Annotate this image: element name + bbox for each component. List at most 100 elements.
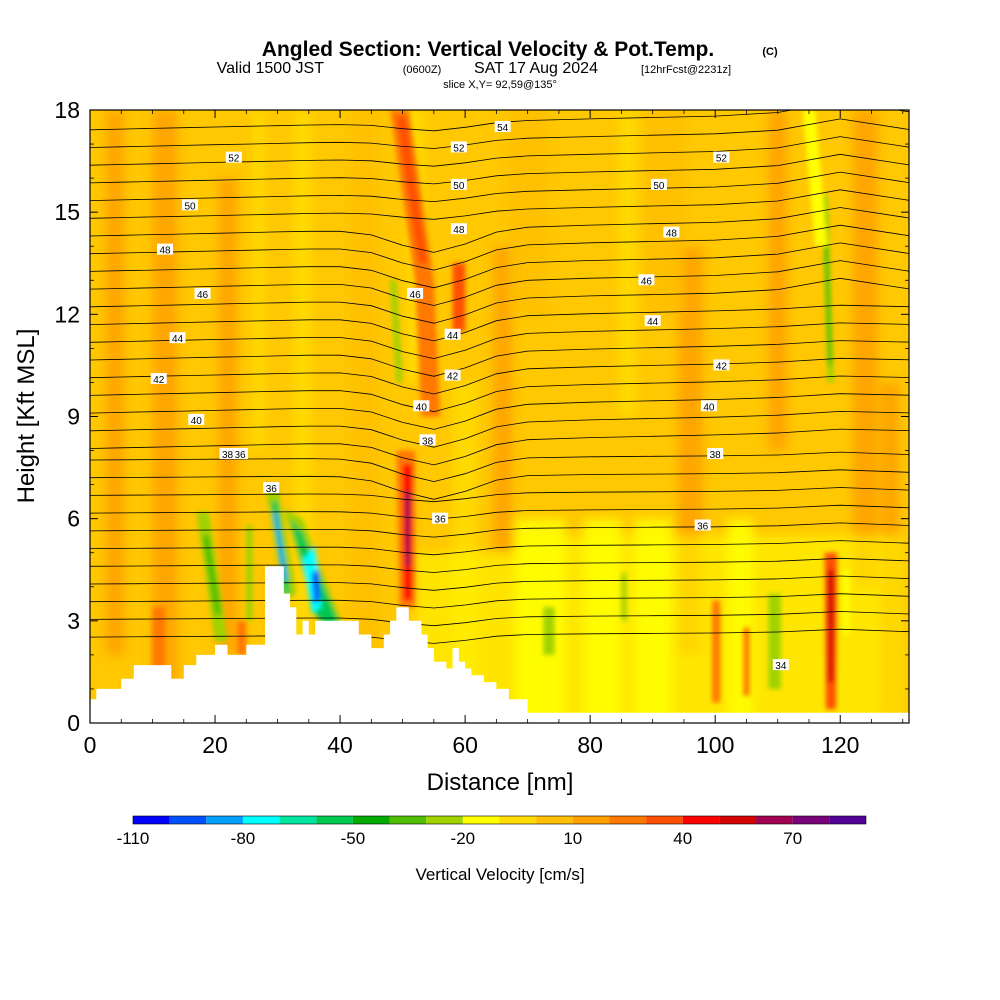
isentrope — [90, 504, 909, 520]
y-tick-label: 12 — [54, 301, 80, 327]
isentrope-label: 36 — [263, 482, 280, 495]
isentrope — [90, 451, 909, 483]
y-tick-label: 18 — [54, 97, 80, 123]
chart-subtitle: Valid 1500 JST (0600Z) SAT 17 Aug 2024 [… — [217, 60, 731, 91]
isentrope-label-text: 36 — [697, 521, 709, 532]
isentrope-label: 42 — [150, 373, 167, 386]
velocity-streak — [508, 110, 547, 315]
isentrope-label: 52 — [225, 151, 242, 165]
isentrope-label-text: 42 — [716, 361, 728, 372]
colorbar-swatch — [279, 816, 317, 824]
isentrope-label-text: 46 — [197, 290, 209, 301]
isentrope-label: 50 — [650, 178, 667, 192]
isentrope — [90, 304, 909, 342]
isentrope — [90, 110, 909, 132]
isentrope-label: 38 — [419, 434, 436, 447]
velocity-streak — [618, 110, 638, 417]
slice-info: slice X,Y= 92,59@135° — [443, 79, 557, 91]
isentrope-label: 44 — [644, 315, 661, 328]
isentrope — [90, 557, 909, 573]
isentrope-label-bg — [444, 369, 461, 381]
downdraft-zone — [246, 525, 253, 621]
isentrope-label-text: 52 — [453, 143, 465, 154]
downdraft-zone — [823, 212, 833, 366]
isentrope-label-text: 42 — [153, 375, 165, 386]
colorbar-swatch — [206, 816, 243, 824]
isentrope-label-text: 40 — [191, 416, 203, 427]
valid-z: (0600Z) — [403, 64, 442, 76]
isentrope-label: 36 — [232, 447, 249, 461]
isentrope-label-text: 34 — [775, 661, 787, 672]
isentrope — [90, 189, 909, 220]
isentrope-label: 36 — [432, 512, 449, 526]
updraft-core — [405, 491, 411, 567]
terrain — [90, 566, 909, 723]
isentrope — [90, 207, 909, 253]
downdraft-zone — [621, 573, 627, 621]
isentrope-label-bg — [494, 121, 511, 133]
title-main: Angled Section: Vertical Velocity & Pot.… — [262, 38, 714, 61]
isentrope-label-text: 36 — [234, 450, 246, 461]
isentrope-label-text: 40 — [416, 402, 428, 413]
isentrope — [90, 340, 909, 377]
isentrope-label: 38 — [707, 447, 724, 461]
isentrope-label-bg — [450, 178, 467, 190]
x-tick-label: 120 — [821, 732, 859, 758]
isentrope-label-text: 48 — [666, 229, 678, 240]
isentrope-label: 44 — [444, 328, 461, 342]
isentrope-label-text: 52 — [228, 154, 240, 165]
isentrope-label: 50 — [182, 199, 199, 212]
colorbar-frame — [132, 815, 867, 825]
valid-fcst: [12hrFcst@2231z] — [641, 64, 731, 76]
isentrope-label-text: 44 — [172, 334, 184, 345]
colorbar-swatch — [829, 816, 866, 824]
isentrope-label: 40 — [700, 400, 717, 413]
title-unit: (C) — [762, 46, 778, 58]
isentrope — [90, 260, 909, 306]
isentrope — [90, 136, 909, 167]
colorbar-swatch — [169, 816, 207, 824]
colorbar-swatch — [682, 816, 720, 824]
colorbar-tick-label: -80 — [231, 829, 256, 848]
isentrope-label-bg — [713, 151, 730, 163]
isentrope-label-bg — [638, 274, 655, 286]
velocity-streak — [252, 110, 266, 451]
colorbar-swatch — [572, 816, 610, 824]
isentrope — [90, 118, 909, 149]
isentrope-label: 34 — [772, 659, 789, 672]
colorbar-tick-label: -110 — [117, 829, 150, 848]
isentrope — [90, 522, 909, 538]
isentrope-label-text: 48 — [453, 225, 465, 236]
isentrope-label: 50 — [450, 178, 467, 192]
colorbar-swatch — [389, 816, 427, 824]
downdraft-zone — [390, 280, 403, 383]
isentrope-label-text: 44 — [447, 331, 459, 342]
isentrope-label-bg — [707, 447, 724, 459]
y-tick-label: 6 — [67, 506, 80, 532]
isentrope-label-bg — [182, 199, 199, 211]
isentrope-label-bg — [219, 447, 236, 459]
colorbar-swatch — [536, 816, 573, 824]
chart-title: Angled Section: Vertical Velocity & Pot.… — [262, 38, 778, 61]
isentrope-label-bg — [694, 519, 711, 531]
colorbar-swatch — [499, 816, 537, 824]
isentrope-label-bg — [450, 141, 467, 153]
colorbar-swatch — [646, 816, 683, 824]
colorbar-swatch — [462, 816, 500, 824]
isentrope — [90, 242, 909, 289]
colorbar-swatch — [242, 816, 280, 824]
isentrope — [90, 487, 909, 503]
colorbar-swatch — [792, 816, 830, 824]
updraft-zone — [152, 607, 166, 683]
colorbar-swatch — [756, 816, 793, 824]
velocity-streak — [493, 246, 513, 553]
isentrope-label-bg — [232, 447, 249, 459]
colorbar: -110 -80 -50 -20 10 40 70 — [117, 815, 867, 848]
isentrope-label: 44 — [169, 332, 186, 345]
isentrope — [90, 357, 909, 395]
isentrope-label-text: 54 — [497, 123, 509, 134]
velocity-streak — [352, 110, 378, 655]
isentrope — [90, 393, 909, 430]
isentrope-label: 40 — [188, 413, 205, 427]
isentrope-label-bg — [663, 226, 680, 238]
